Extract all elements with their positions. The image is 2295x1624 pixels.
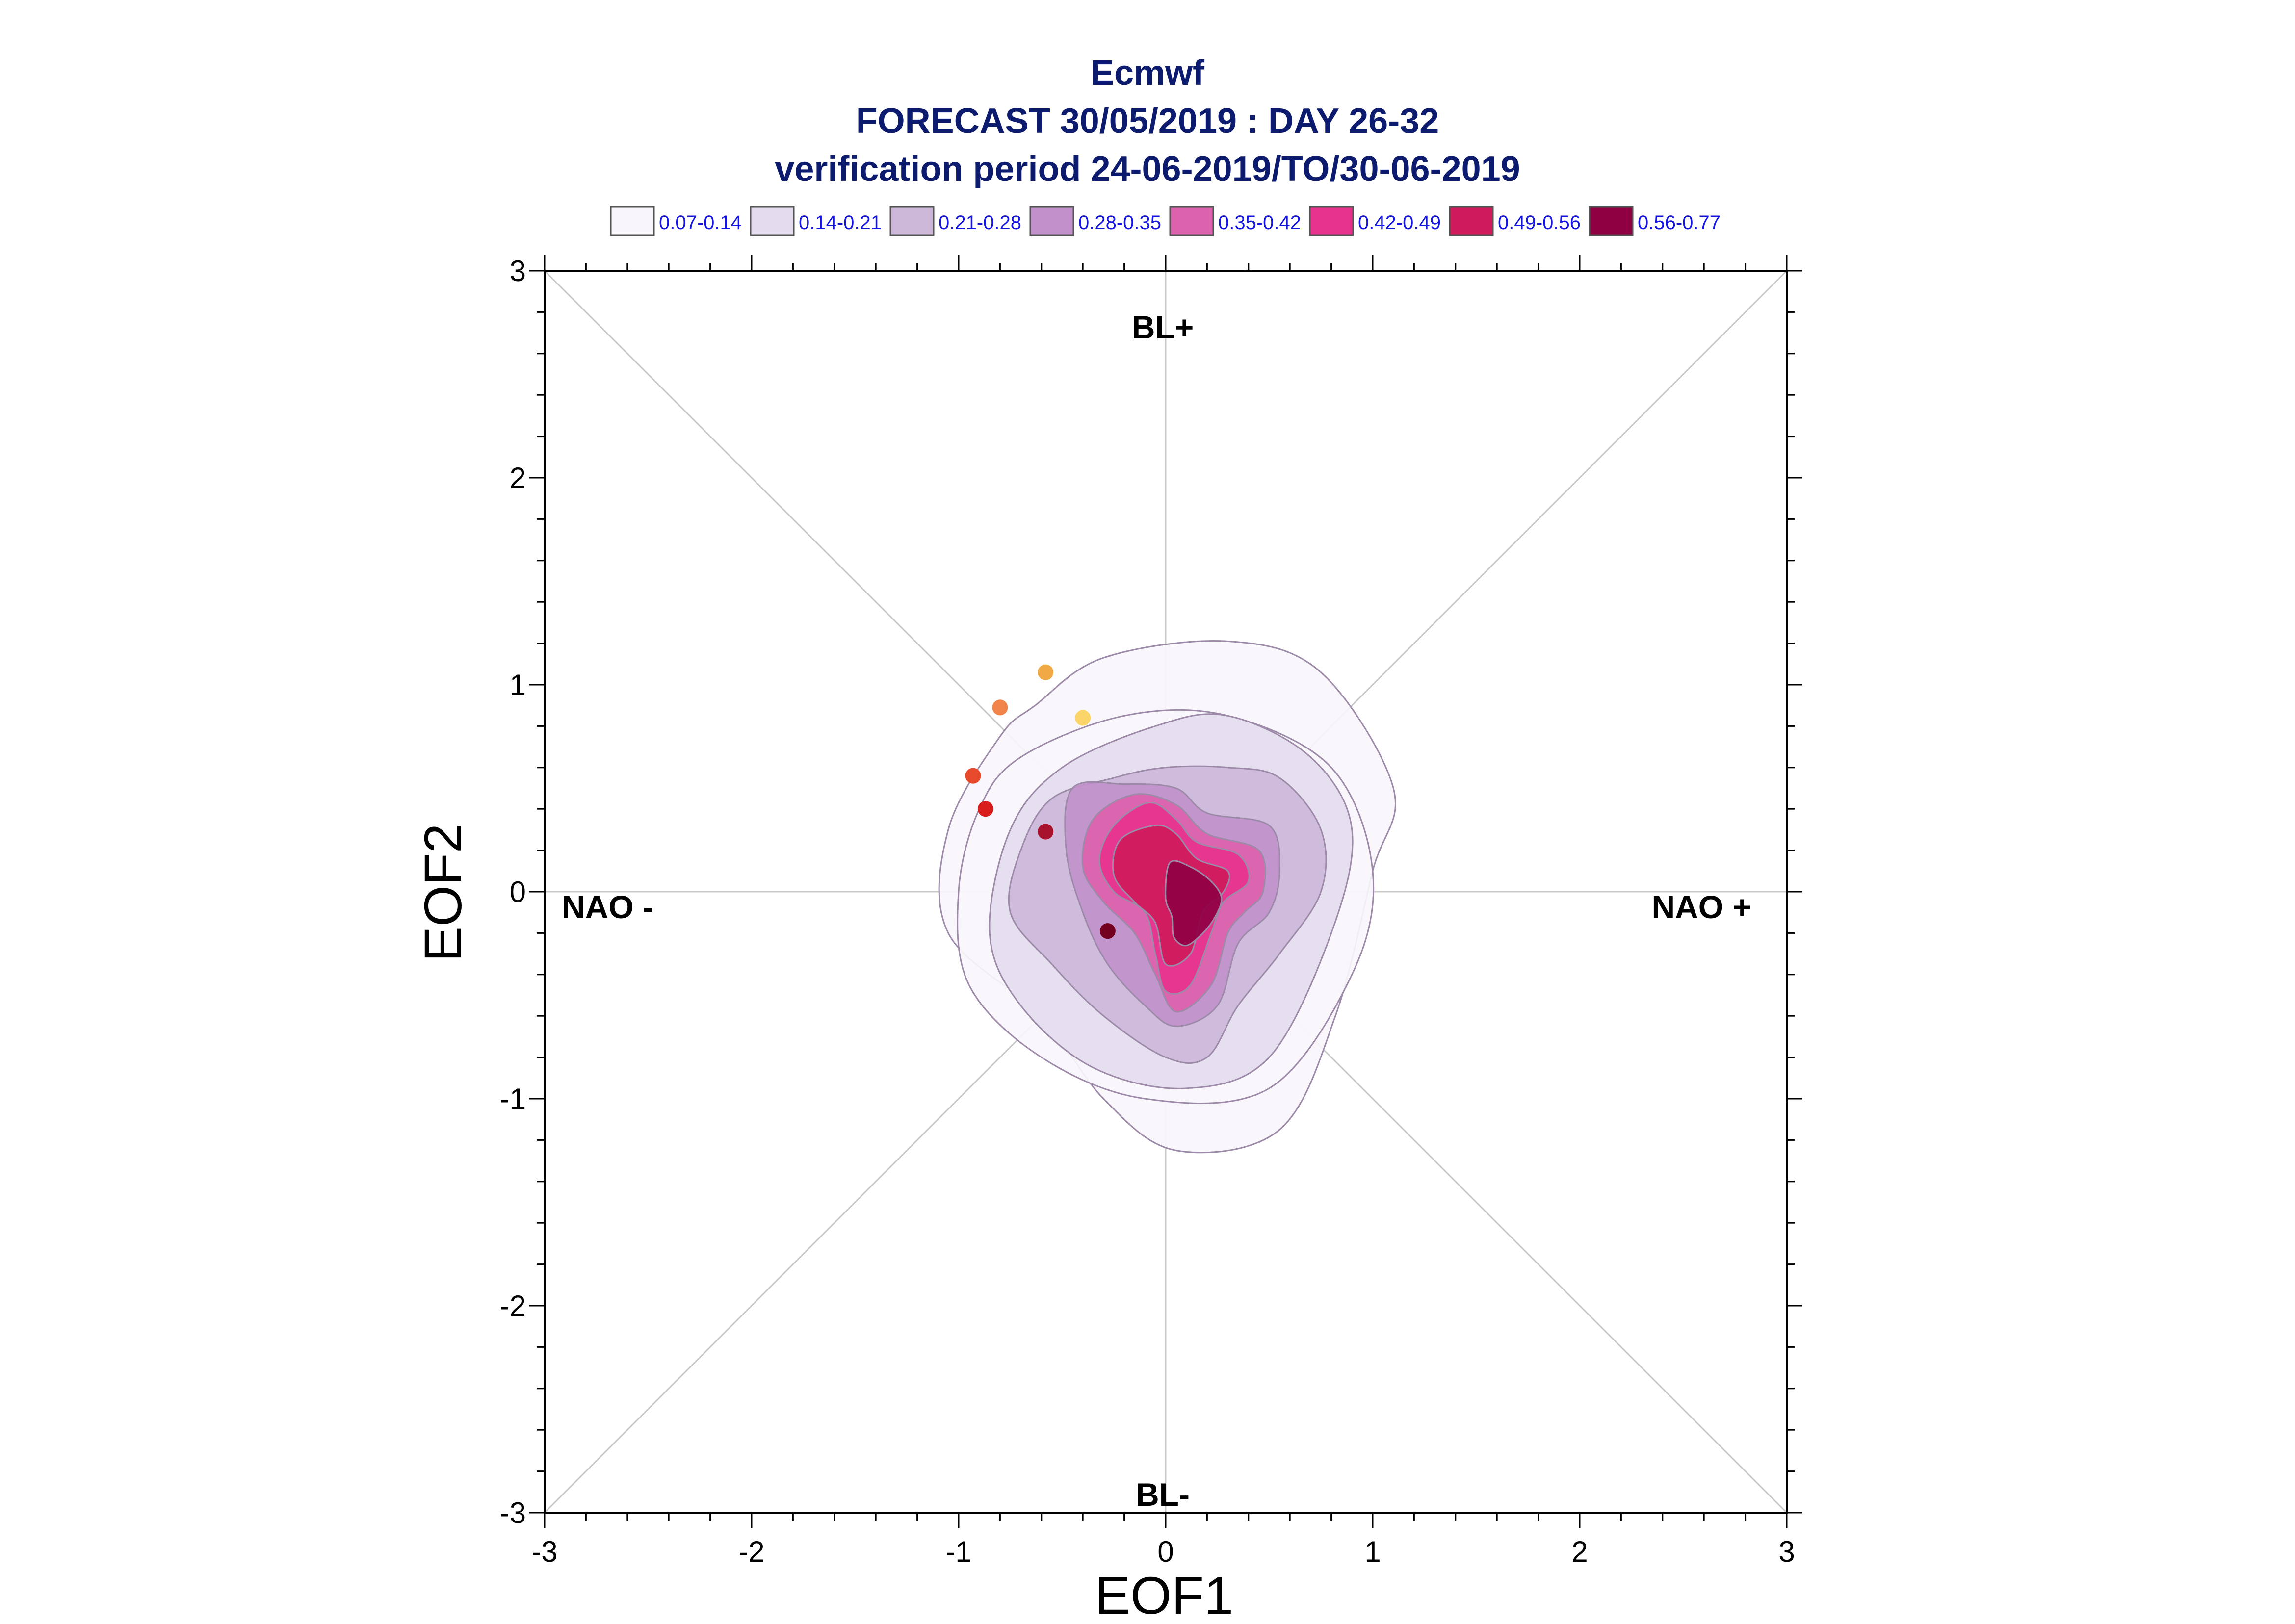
legend-swatch xyxy=(1449,206,1494,236)
axis-ticks: -3 -2 -1 0 1 2 3 -3 -2 -1 0 1 2 3 xyxy=(500,255,1802,1568)
legend-label: 0.49-0.56 xyxy=(1498,212,1581,233)
chart-title: Ecmwf FORECAST 30/05/2019 : DAY 26-32 ve… xyxy=(0,49,2295,193)
legend: 0.07-0.14 0.14-0.21 0.21-0.28 0.28-0.35 0.35… xyxy=(610,206,1721,236)
legend-label: 0.56-0.77 xyxy=(1638,212,1721,233)
daily-points xyxy=(965,664,1116,939)
y-tick-label: -2 xyxy=(500,1289,526,1322)
legend-swatch xyxy=(1029,206,1074,236)
legend-swatch xyxy=(889,206,935,236)
title-line-2: FORECAST 30/05/2019 : DAY 26-32 xyxy=(856,102,1439,141)
legend-label: 0.28-0.35 xyxy=(1078,212,1161,233)
x-tick-label: -2 xyxy=(738,1535,764,1568)
region-label-bottom: BL- xyxy=(1136,1476,1190,1513)
x-tick-label: 2 xyxy=(1571,1535,1588,1568)
legend-swatch xyxy=(610,206,655,236)
legend-swatch xyxy=(1589,206,1634,236)
y-tick-label: 1 xyxy=(510,669,526,701)
data-point xyxy=(977,801,993,817)
data-point xyxy=(1099,923,1116,939)
data-point xyxy=(965,768,981,784)
title-line-3: verification period 24-06-2019/TO/30-06-… xyxy=(775,150,1520,189)
data-point xyxy=(1038,664,1054,680)
x-tick-label: 1 xyxy=(1364,1535,1381,1568)
legend-swatch xyxy=(750,206,795,236)
region-labels: BL+ BL- NAO - NAO + xyxy=(562,309,1751,1513)
y-tick-label: -3 xyxy=(500,1496,526,1529)
data-point xyxy=(1075,710,1091,726)
y-tick-label: 3 xyxy=(510,255,526,287)
region-label-left: NAO - xyxy=(562,889,653,925)
y-tick-label: 2 xyxy=(510,462,526,494)
legend-swatch xyxy=(1169,206,1214,236)
legend-label: 0.42-0.49 xyxy=(1358,212,1441,233)
legend-label: 0.21-0.28 xyxy=(939,212,1021,233)
x-tick-label: -3 xyxy=(531,1535,557,1568)
x-tick-label: 3 xyxy=(1778,1535,1795,1568)
region-label-right: NAO + xyxy=(1651,889,1751,925)
density-contours xyxy=(938,640,1396,1154)
y-axis-title: EOF2 xyxy=(413,824,472,962)
legend-label: 0.07-0.14 xyxy=(659,212,742,233)
legend-label: 0.35-0.42 xyxy=(1218,212,1301,233)
y-tick-label: 0 xyxy=(510,876,526,908)
x-tick-label: 0 xyxy=(1157,1535,1174,1568)
density-contour xyxy=(1165,860,1223,947)
data-point xyxy=(992,699,1008,716)
data-point xyxy=(1038,824,1054,840)
region-label-top: BL+ xyxy=(1132,309,1194,345)
x-axis-title: EOF1 xyxy=(1095,1566,1233,1624)
legend-swatch xyxy=(1309,206,1354,236)
x-tick-label: -1 xyxy=(945,1535,971,1568)
y-tick-label: -1 xyxy=(500,1083,526,1115)
title-line-1: Ecmwf xyxy=(1090,53,1205,93)
legend-label: 0.14-0.21 xyxy=(799,212,882,233)
